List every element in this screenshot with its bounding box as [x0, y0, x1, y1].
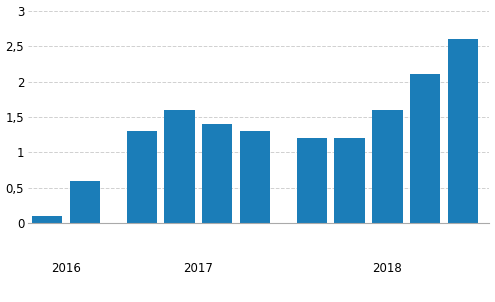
Bar	[202, 124, 233, 223]
Bar	[164, 110, 195, 223]
Text: 2018: 2018	[373, 262, 402, 275]
Bar	[335, 138, 365, 223]
Bar	[32, 216, 62, 223]
Bar	[297, 138, 327, 223]
Bar	[410, 74, 441, 223]
Text: 2017: 2017	[184, 262, 213, 275]
Bar	[127, 131, 157, 223]
Bar	[448, 39, 478, 223]
Bar	[372, 110, 402, 223]
Bar	[70, 181, 100, 223]
Text: 2016: 2016	[51, 262, 81, 275]
Bar	[240, 131, 270, 223]
